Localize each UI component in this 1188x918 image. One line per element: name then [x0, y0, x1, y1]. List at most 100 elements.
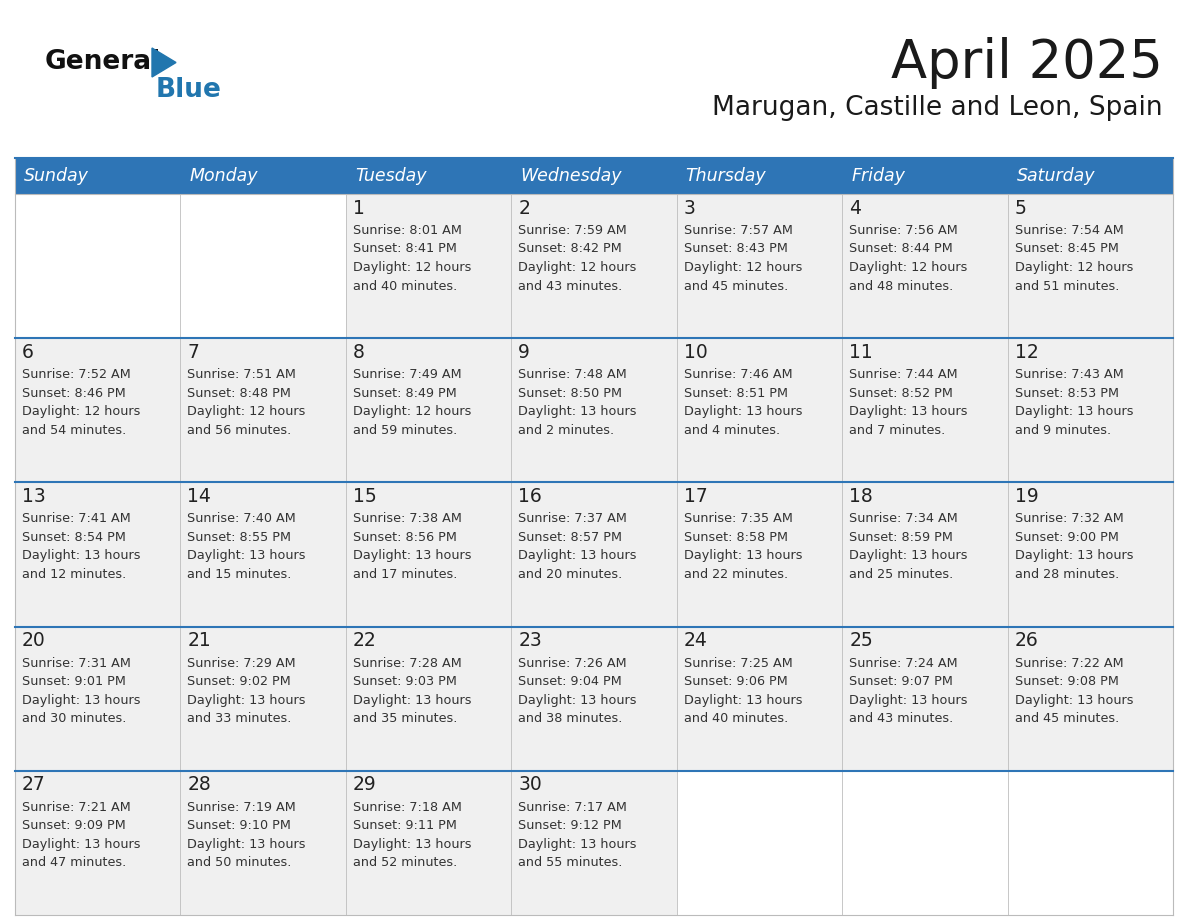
Polygon shape: [152, 48, 176, 77]
Bar: [677, 338, 842, 482]
Text: Sunrise: 7:32 AM
Sunset: 9:00 PM
Daylight: 13 hours
and 28 minutes.: Sunrise: 7:32 AM Sunset: 9:00 PM Dayligh…: [1015, 512, 1133, 581]
Bar: [842, 627, 1007, 771]
Text: Sunrise: 7:22 AM
Sunset: 9:08 PM
Daylight: 13 hours
and 45 minutes.: Sunrise: 7:22 AM Sunset: 9:08 PM Dayligh…: [1015, 656, 1133, 725]
Text: Sunrise: 7:26 AM
Sunset: 9:04 PM
Daylight: 13 hours
and 38 minutes.: Sunrise: 7:26 AM Sunset: 9:04 PM Dayligh…: [518, 656, 637, 725]
Bar: [842, 194, 1007, 338]
Bar: [181, 194, 346, 338]
Text: 24: 24: [684, 631, 708, 650]
Bar: [15, 338, 181, 482]
Text: 28: 28: [188, 776, 211, 794]
Bar: [677, 194, 842, 338]
Text: Sunrise: 7:17 AM
Sunset: 9:12 PM
Daylight: 13 hours
and 55 minutes.: Sunrise: 7:17 AM Sunset: 9:12 PM Dayligh…: [518, 800, 637, 869]
Bar: [1007, 158, 1173, 194]
Text: Sunrise: 8:01 AM
Sunset: 8:41 PM
Daylight: 12 hours
and 40 minutes.: Sunrise: 8:01 AM Sunset: 8:41 PM Dayligh…: [353, 224, 472, 293]
Bar: [1007, 627, 1173, 771]
Text: 3: 3: [684, 198, 696, 218]
Text: Friday: Friday: [851, 167, 905, 185]
Text: 14: 14: [188, 487, 211, 506]
Bar: [677, 627, 842, 771]
Bar: [346, 627, 511, 771]
Bar: [181, 158, 346, 194]
Bar: [15, 771, 181, 915]
Text: 18: 18: [849, 487, 873, 506]
Text: Thursday: Thursday: [685, 167, 766, 185]
Text: 16: 16: [518, 487, 542, 506]
Text: 13: 13: [23, 487, 46, 506]
Bar: [842, 482, 1007, 627]
Bar: [842, 338, 1007, 482]
Text: 25: 25: [849, 631, 873, 650]
Text: Sunrise: 7:25 AM
Sunset: 9:06 PM
Daylight: 13 hours
and 40 minutes.: Sunrise: 7:25 AM Sunset: 9:06 PM Dayligh…: [684, 656, 802, 725]
Bar: [181, 627, 346, 771]
Text: Sunrise: 7:18 AM
Sunset: 9:11 PM
Daylight: 13 hours
and 52 minutes.: Sunrise: 7:18 AM Sunset: 9:11 PM Dayligh…: [353, 800, 472, 869]
Bar: [346, 482, 511, 627]
Text: Sunrise: 7:19 AM
Sunset: 9:10 PM
Daylight: 13 hours
and 50 minutes.: Sunrise: 7:19 AM Sunset: 9:10 PM Dayligh…: [188, 800, 307, 869]
Text: Sunrise: 7:49 AM
Sunset: 8:49 PM
Daylight: 12 hours
and 59 minutes.: Sunrise: 7:49 AM Sunset: 8:49 PM Dayligh…: [353, 368, 472, 437]
Bar: [511, 771, 677, 915]
Text: 8: 8: [353, 342, 365, 362]
Text: 1: 1: [353, 198, 365, 218]
Text: 29: 29: [353, 776, 377, 794]
Text: Sunrise: 7:48 AM
Sunset: 8:50 PM
Daylight: 13 hours
and 2 minutes.: Sunrise: 7:48 AM Sunset: 8:50 PM Dayligh…: [518, 368, 637, 437]
Text: 4: 4: [849, 198, 861, 218]
Bar: [677, 771, 842, 915]
Text: 27: 27: [23, 776, 46, 794]
Text: Sunrise: 7:54 AM
Sunset: 8:45 PM
Daylight: 12 hours
and 51 minutes.: Sunrise: 7:54 AM Sunset: 8:45 PM Dayligh…: [1015, 224, 1133, 293]
Text: 7: 7: [188, 342, 200, 362]
Bar: [677, 482, 842, 627]
Text: Sunrise: 7:51 AM
Sunset: 8:48 PM
Daylight: 12 hours
and 56 minutes.: Sunrise: 7:51 AM Sunset: 8:48 PM Dayligh…: [188, 368, 305, 437]
Text: April 2025: April 2025: [891, 37, 1163, 89]
Text: Sunrise: 7:34 AM
Sunset: 8:59 PM
Daylight: 13 hours
and 25 minutes.: Sunrise: 7:34 AM Sunset: 8:59 PM Dayligh…: [849, 512, 968, 581]
Text: 6: 6: [23, 342, 34, 362]
Text: Tuesday: Tuesday: [355, 167, 426, 185]
Text: Sunrise: 7:29 AM
Sunset: 9:02 PM
Daylight: 13 hours
and 33 minutes.: Sunrise: 7:29 AM Sunset: 9:02 PM Dayligh…: [188, 656, 307, 725]
Text: Blue: Blue: [156, 77, 222, 103]
Text: 30: 30: [518, 776, 542, 794]
Bar: [511, 194, 677, 338]
Text: 10: 10: [684, 342, 708, 362]
Text: Sunday: Sunday: [24, 167, 89, 185]
Text: 26: 26: [1015, 631, 1038, 650]
Bar: [677, 158, 842, 194]
Bar: [346, 771, 511, 915]
Text: General: General: [45, 49, 162, 75]
Bar: [511, 338, 677, 482]
Bar: [1007, 482, 1173, 627]
Text: 23: 23: [518, 631, 542, 650]
Bar: [511, 627, 677, 771]
Bar: [511, 482, 677, 627]
Text: 12: 12: [1015, 342, 1038, 362]
Bar: [15, 158, 181, 194]
Text: 15: 15: [353, 487, 377, 506]
Bar: [511, 158, 677, 194]
Text: 22: 22: [353, 631, 377, 650]
Text: 9: 9: [518, 342, 530, 362]
Bar: [1007, 771, 1173, 915]
Text: Sunrise: 7:52 AM
Sunset: 8:46 PM
Daylight: 12 hours
and 54 minutes.: Sunrise: 7:52 AM Sunset: 8:46 PM Dayligh…: [23, 368, 140, 437]
Text: 19: 19: [1015, 487, 1038, 506]
Bar: [181, 771, 346, 915]
Bar: [842, 771, 1007, 915]
Bar: [1007, 194, 1173, 338]
Text: 2: 2: [518, 198, 530, 218]
Text: Sunrise: 7:44 AM
Sunset: 8:52 PM
Daylight: 13 hours
and 7 minutes.: Sunrise: 7:44 AM Sunset: 8:52 PM Dayligh…: [849, 368, 968, 437]
Text: 17: 17: [684, 487, 708, 506]
Text: Sunrise: 7:37 AM
Sunset: 8:57 PM
Daylight: 13 hours
and 20 minutes.: Sunrise: 7:37 AM Sunset: 8:57 PM Dayligh…: [518, 512, 637, 581]
Bar: [15, 194, 181, 338]
Bar: [15, 627, 181, 771]
Text: 5: 5: [1015, 198, 1026, 218]
Text: Wednesday: Wednesday: [520, 167, 621, 185]
Text: Sunrise: 7:56 AM
Sunset: 8:44 PM
Daylight: 12 hours
and 48 minutes.: Sunrise: 7:56 AM Sunset: 8:44 PM Dayligh…: [849, 224, 967, 293]
Text: Sunrise: 7:41 AM
Sunset: 8:54 PM
Daylight: 13 hours
and 12 minutes.: Sunrise: 7:41 AM Sunset: 8:54 PM Dayligh…: [23, 512, 140, 581]
Text: Saturday: Saturday: [1017, 167, 1095, 185]
Bar: [15, 482, 181, 627]
Bar: [181, 338, 346, 482]
Text: Sunrise: 7:46 AM
Sunset: 8:51 PM
Daylight: 13 hours
and 4 minutes.: Sunrise: 7:46 AM Sunset: 8:51 PM Dayligh…: [684, 368, 802, 437]
Text: Sunrise: 7:59 AM
Sunset: 8:42 PM
Daylight: 12 hours
and 43 minutes.: Sunrise: 7:59 AM Sunset: 8:42 PM Dayligh…: [518, 224, 637, 293]
Text: Sunrise: 7:40 AM
Sunset: 8:55 PM
Daylight: 13 hours
and 15 minutes.: Sunrise: 7:40 AM Sunset: 8:55 PM Dayligh…: [188, 512, 307, 581]
Bar: [346, 194, 511, 338]
Bar: [181, 482, 346, 627]
Text: Monday: Monday: [189, 167, 258, 185]
Text: 21: 21: [188, 631, 211, 650]
Bar: [346, 338, 511, 482]
